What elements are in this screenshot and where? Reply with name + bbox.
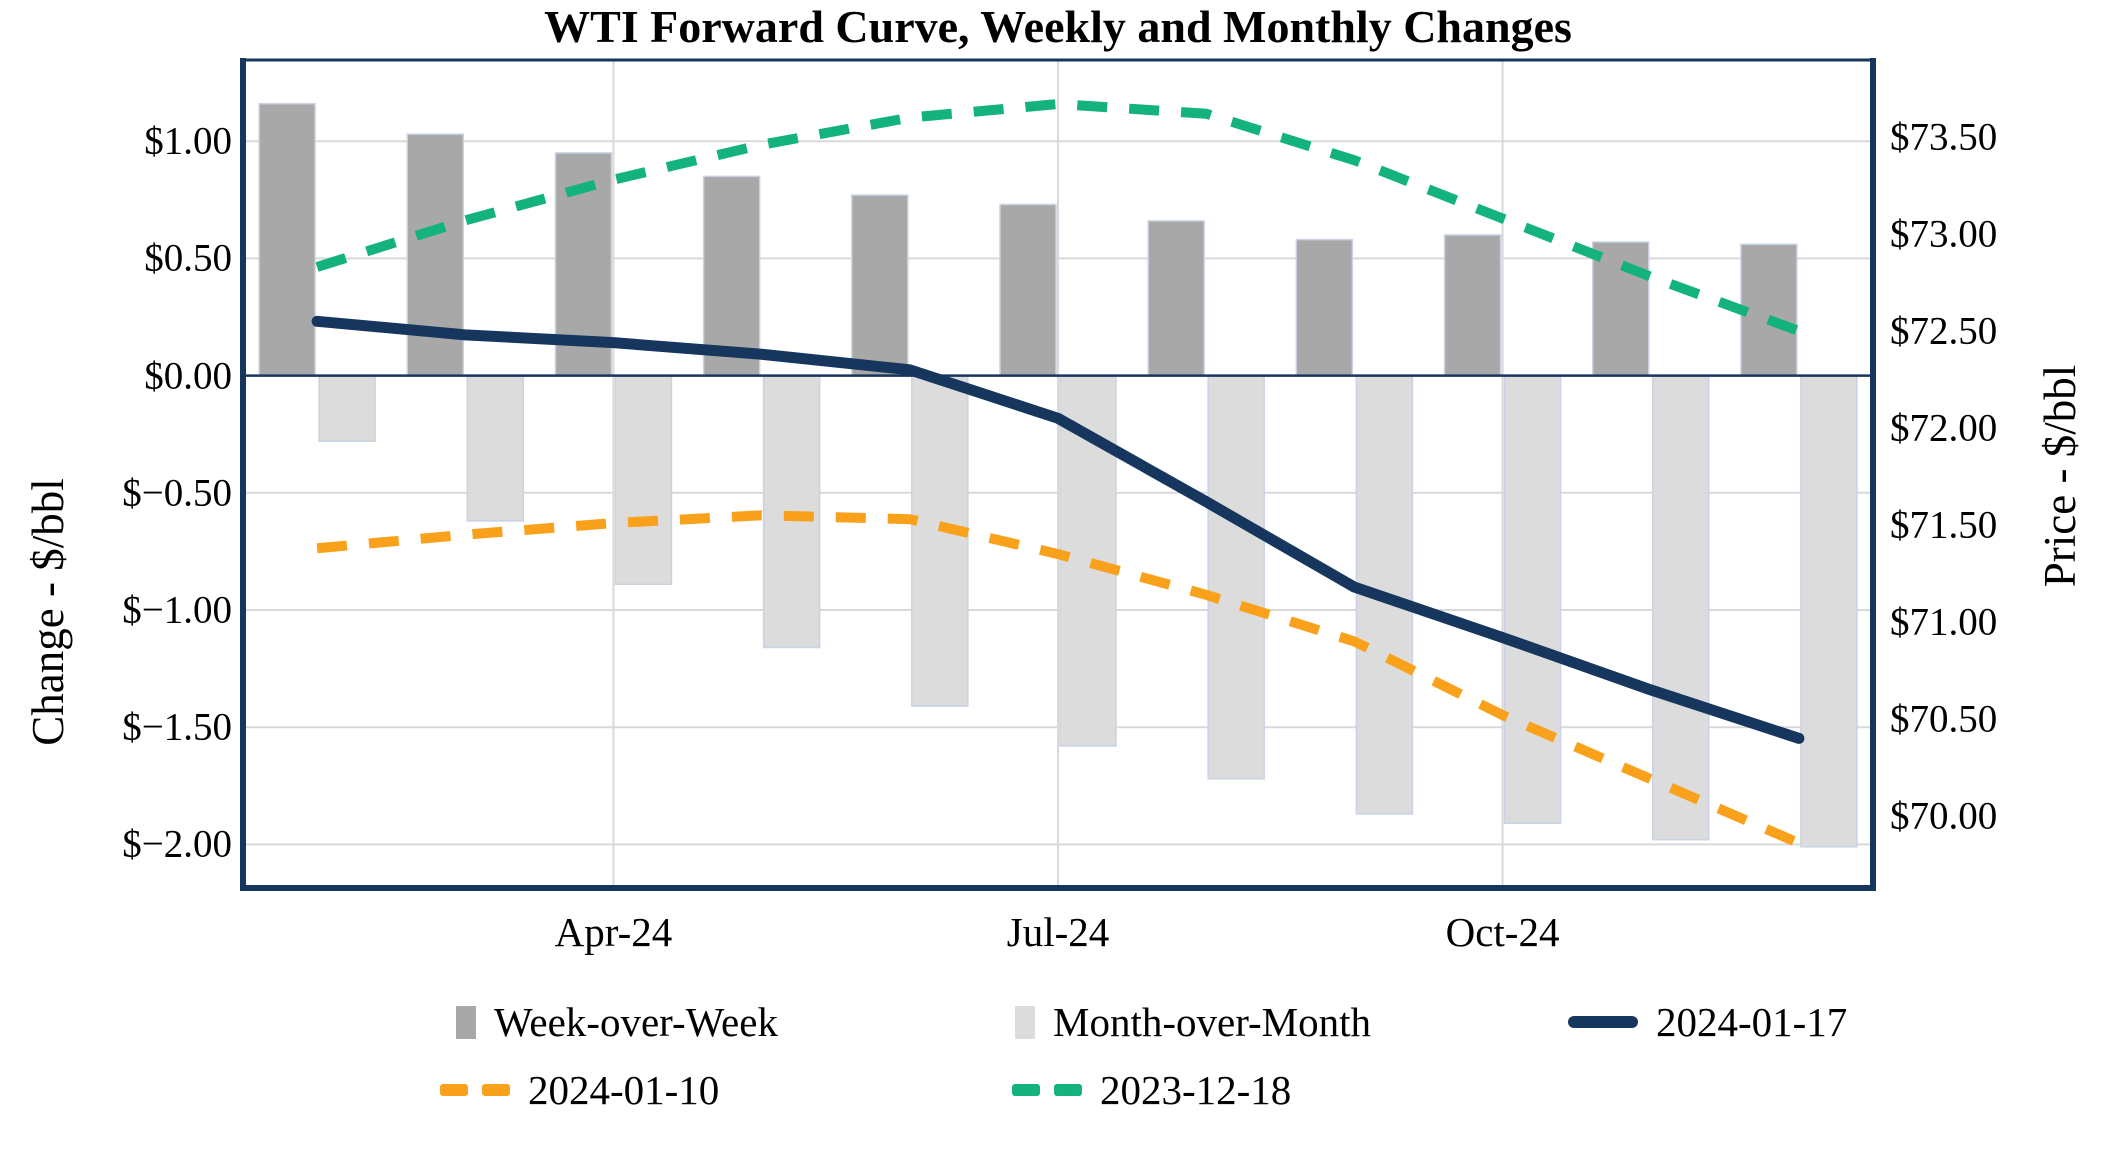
wow-bar <box>1591 241 1650 377</box>
right-axis-tick: $73.00 <box>1890 212 1998 256</box>
legend-bar-swatch <box>456 1005 476 1039</box>
left-axis-title: Change - $/bbl <box>23 478 73 746</box>
mom-bar <box>911 374 969 707</box>
right-axis-tick: $70.50 <box>1890 697 1998 741</box>
mom-bar <box>1207 374 1265 780</box>
left-axis-tick: $0.00 <box>144 354 232 398</box>
right-axis-tick: $72.50 <box>1890 309 1998 353</box>
legend-dash-swatch <box>440 1084 510 1096</box>
mom-bar <box>1651 374 1710 841</box>
mom-bar <box>614 374 673 585</box>
wow-bar <box>1443 234 1502 377</box>
wow-bar <box>1740 243 1798 377</box>
left-axis-tick: $−1.50 <box>122 705 232 749</box>
left-axis-tick: $0.50 <box>144 236 232 280</box>
right-axis-title: Price - $/bbl <box>2035 364 2085 588</box>
legend-label: 2024-01-10 <box>528 1067 720 1113</box>
chart-title: WTI Forward Curve, Weekly and Monthly Ch… <box>544 1 1572 52</box>
wow-bar <box>851 194 909 377</box>
legend-bar-swatch <box>1015 1005 1035 1039</box>
mom-bar <box>1503 374 1562 825</box>
right-axis-tick: $71.50 <box>1890 503 1998 547</box>
left-axis-tick: $−2.00 <box>122 822 232 866</box>
legend-label: Month-over-Month <box>1053 999 1372 1045</box>
mom-bar <box>1800 374 1858 848</box>
right-axis-tick: $72.00 <box>1890 406 1998 450</box>
wow-bar <box>1147 220 1205 377</box>
legend-label: Week-over-Week <box>494 999 778 1045</box>
mom-bar <box>466 374 525 522</box>
right-axis-tick: $70.00 <box>1890 794 1998 838</box>
wow-bar <box>702 175 761 377</box>
right-axis-tick: $73.50 <box>1890 115 1998 159</box>
left-axis-tick: $1.00 <box>144 119 232 163</box>
wow-bar <box>258 102 316 377</box>
legend-dash-swatch <box>1012 1084 1082 1096</box>
price-line-2024-01-10 <box>316 510 1801 848</box>
x-axis-tick: Jul-24 <box>1006 909 1110 955</box>
x-axis-tick: Oct-24 <box>1445 909 1560 955</box>
legend-label: 2023-12-18 <box>1100 1067 1292 1113</box>
legend-item-2024-01-17: 2024-01-17 <box>1568 998 1847 1046</box>
wow-bar <box>999 203 1057 377</box>
wow-bar <box>1295 238 1354 377</box>
price-line-2024-01-17 <box>311 315 1805 744</box>
legend-item-2024-01-10: 2024-01-10 <box>440 1066 719 1114</box>
left-axis-tick: $−1.00 <box>122 588 232 632</box>
legend-label: 2024-01-17 <box>1656 999 1848 1045</box>
right-axis-tick: $71.00 <box>1890 600 1998 644</box>
mom-bar <box>318 374 376 442</box>
legend-line-swatch <box>1568 1016 1638 1028</box>
legend-item-2023-12-18: 2023-12-18 <box>1012 1066 1291 1114</box>
x-axis-tick: Apr-24 <box>554 909 673 955</box>
price-line-2023-12-18 <box>315 99 1801 336</box>
left-axis-tick: $−0.50 <box>122 471 232 515</box>
legend-item-month-over-month: Month-over-Month <box>1015 998 1371 1046</box>
legend-item-week-over-week: Week-over-Week <box>456 998 778 1046</box>
